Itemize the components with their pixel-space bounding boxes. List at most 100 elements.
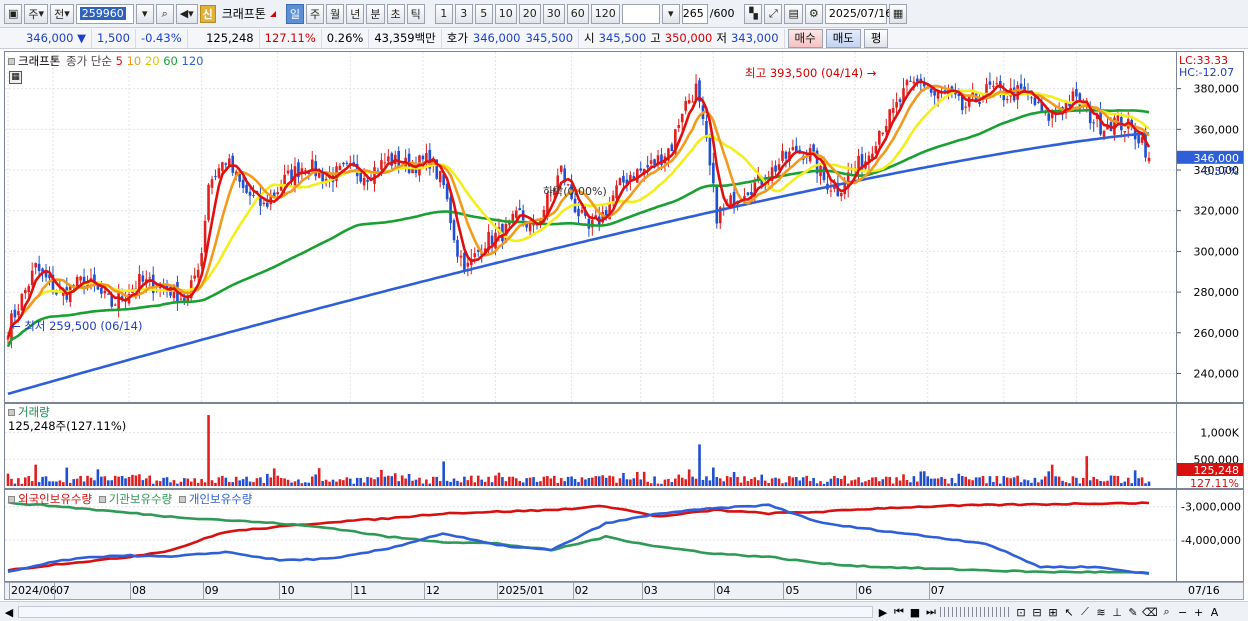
- volume-bar: [449, 481, 452, 486]
- speed-slider[interactable]: [940, 607, 1012, 617]
- add-icon[interactable]: +: [1193, 605, 1204, 619]
- candle-body: [466, 262, 470, 267]
- volume-bar: [169, 482, 172, 486]
- price-plot-area[interactable]: 최고 393,500 (04/14) → ← 최저 259,500 (06/14)…: [4, 51, 1177, 403]
- legend-ma10: 10: [126, 54, 142, 68]
- count-input[interactable]: 265: [681, 3, 708, 24]
- code-dropdown-icon[interactable]: ▾: [135, 3, 154, 24]
- fast-forward-icon[interactable]: ⏭: [926, 605, 936, 618]
- institution-toggle-icon[interactable]: [98, 496, 106, 503]
- volume-bar: [1064, 482, 1068, 486]
- volume-bar: [463, 476, 466, 486]
- stop-icon[interactable]: ■: [909, 605, 921, 619]
- scroll-right-icon[interactable]: ▶: [878, 605, 888, 619]
- ma5-line: [6, 80, 1151, 339]
- interval-5[interactable]: 5: [474, 3, 493, 24]
- split-icon[interactable]: ⊞: [1048, 605, 1058, 619]
- window-icon[interactable]: ▣: [4, 3, 23, 24]
- candle-body: [580, 209, 584, 213]
- interval-custom-input[interactable]: [621, 3, 660, 24]
- buy-button[interactable]: 매수: [787, 28, 823, 48]
- candle-body: [622, 175, 625, 183]
- tools-icon[interactable]: ⤢: [764, 3, 783, 24]
- zoom-in-icon[interactable]: ⌕: [1163, 605, 1170, 618]
- interval-3[interactable]: 3: [454, 3, 473, 24]
- holding-toggle-icon[interactable]: [8, 496, 15, 503]
- volume-bar: [120, 475, 124, 486]
- market-select[interactable]: 주 ▾: [24, 3, 49, 24]
- volume-bar: [1144, 483, 1147, 486]
- sell-button[interactable]: 매도: [825, 28, 861, 48]
- individual-toggle-icon[interactable]: [178, 496, 186, 503]
- holding-plot-area[interactable]: 외국인보유수량 기관보유수량 개인보유수량: [4, 489, 1177, 582]
- bottom-scrollbar[interactable]: ◀ ▶ ⏮ ■ ⏭ ⊡ ⊟ ⊞ ↖ ⟋ ≋ ⊥ ✎ ⌫ ⌕ − + A: [0, 601, 1248, 621]
- volume-bar: [459, 482, 463, 486]
- legend-stock-name: 크래프톤: [18, 54, 61, 68]
- interval-120[interactable]: 120: [590, 3, 620, 24]
- candle-body: [248, 191, 252, 196]
- settings-icon[interactable]: ⚙: [804, 3, 823, 24]
- layout-icon[interactable]: ⊟: [1032, 605, 1042, 619]
- period-month[interactable]: 월: [326, 3, 345, 24]
- volume-bar: [1082, 477, 1085, 486]
- interval-1[interactable]: 1: [434, 3, 453, 24]
- volume-plot-area[interactable]: 거래량 125,248주(127.11%): [4, 403, 1177, 489]
- volume-bar: [1137, 478, 1140, 486]
- calendar-icon[interactable]: ▦: [888, 3, 908, 24]
- quote-label: 호가: [446, 31, 468, 45]
- volume-bar: [127, 476, 131, 486]
- prev-select[interactable]: 전 ▾: [50, 3, 74, 24]
- sound-icon[interactable]: ◀▾: [175, 3, 198, 24]
- period-tick[interactable]: 틱: [406, 3, 425, 24]
- zoom-out-icon[interactable]: −: [1177, 605, 1188, 619]
- scroll-left-icon[interactable]: ◀: [4, 605, 14, 619]
- stock-code-input[interactable]: 259960: [75, 3, 134, 24]
- measure-icon[interactable]: ⊥: [1112, 605, 1122, 619]
- volume-bar: [1126, 477, 1130, 486]
- text-icon[interactable]: A: [1210, 605, 1219, 619]
- candle-body: [317, 170, 321, 178]
- interval-20[interactable]: 20: [518, 3, 541, 24]
- volume-pct-tag: 127.11%: [1190, 477, 1239, 488]
- scroll-track[interactable]: [18, 606, 873, 618]
- period-second[interactable]: 초: [386, 3, 405, 24]
- legend-institution: 기관보유수량: [108, 492, 173, 506]
- rewind-icon[interactable]: ⏮: [894, 605, 904, 618]
- period-day[interactable]: 일: [285, 3, 304, 24]
- price-change: 1,500: [92, 28, 136, 48]
- interval-60[interactable]: 60: [566, 3, 589, 24]
- date-input[interactable]: 2025/07/16: [824, 3, 892, 24]
- volume-bar: [1147, 481, 1151, 486]
- draw-icon[interactable]: ✎: [1128, 605, 1138, 619]
- date-axis-tick: [423, 583, 425, 600]
- eval-button[interactable]: 평: [863, 28, 889, 48]
- volume-toggle-icon[interactable]: [8, 409, 15, 416]
- candle-body: [342, 162, 345, 165]
- volume-bar: [829, 478, 833, 486]
- fib-icon[interactable]: ≋: [1096, 605, 1106, 619]
- candle-body: [815, 150, 819, 174]
- period-minute[interactable]: 분: [366, 3, 385, 24]
- volume-bar: [815, 483, 819, 486]
- volume-bar: [791, 477, 795, 486]
- holding-axis-svg: -3,000,000 -4,000,000: [1181, 501, 1241, 547]
- volume-bar: [501, 477, 504, 486]
- period-week[interactable]: 주: [306, 3, 325, 24]
- legend-toggle-icon[interactable]: [8, 58, 15, 65]
- trend-icon[interactable]: ⟋: [1081, 605, 1089, 618]
- chart-type-icon[interactable]: ▚: [744, 3, 763, 24]
- interval-dropdown-icon[interactable]: ▾: [661, 3, 680, 24]
- grid-icon[interactable]: ▦: [9, 71, 22, 84]
- erase-icon[interactable]: ⌫: [1142, 605, 1158, 619]
- save-icon[interactable]: ▤: [784, 3, 803, 24]
- candle-body: [1123, 131, 1127, 133]
- period-year[interactable]: 년: [346, 3, 365, 24]
- interval-10[interactable]: 10: [494, 3, 517, 24]
- volume-bar: [1019, 482, 1023, 486]
- volume-bar: [362, 482, 366, 486]
- search-icon[interactable]: ⌕: [155, 3, 174, 24]
- interval-30[interactable]: 30: [542, 3, 565, 24]
- zoom-reset-icon[interactable]: ⊡: [1016, 605, 1026, 619]
- cursor-icon[interactable]: ↖: [1064, 605, 1074, 619]
- volume-bar: [37, 482, 41, 486]
